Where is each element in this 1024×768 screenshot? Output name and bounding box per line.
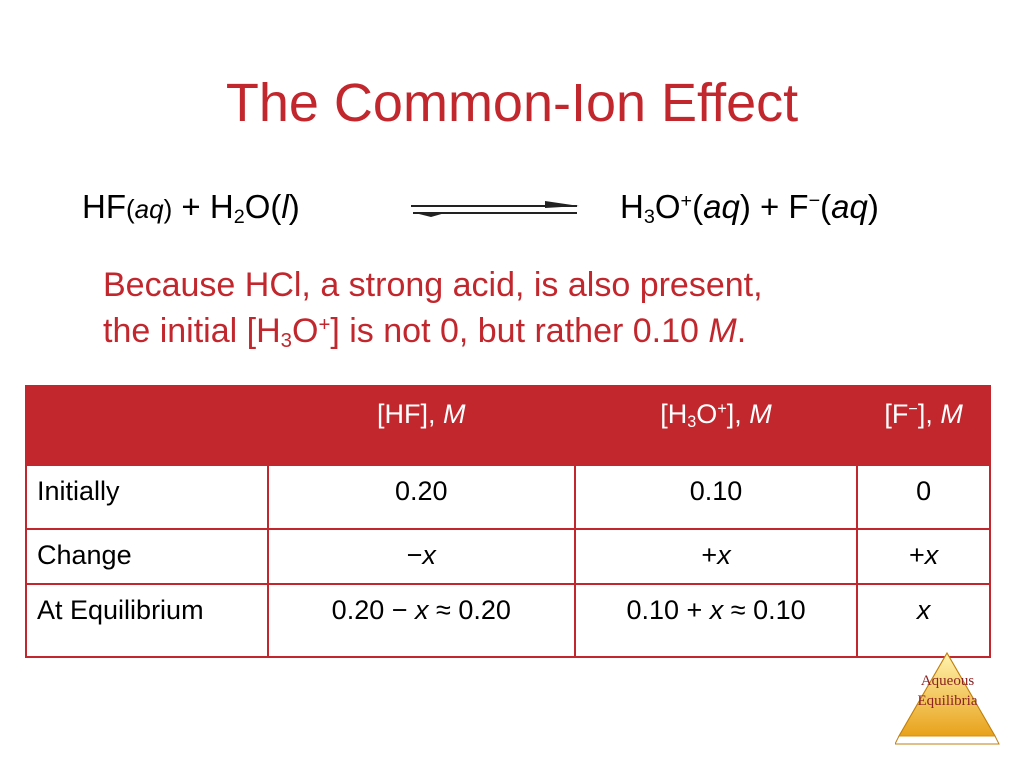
slide-title: The Common-Ion Effect [225,73,799,133]
cell: 0.10 [573,464,859,530]
text: ) [867,188,879,225]
text: aq [134,194,164,224]
text: [H [660,399,688,429]
text: ) [163,194,173,224]
text: + H [172,188,234,225]
cell: 0.20 [266,464,576,530]
header-row: [HF], M [H3O+], M [F−], M [25,385,991,466]
text: O( [244,188,282,225]
text: HF [82,188,126,225]
text: 2 [233,205,245,228]
cell: −x [266,528,576,585]
text: + [701,540,718,570]
header-cell: [HF], M [266,385,576,466]
text: [HF], [377,399,444,429]
text: x [709,595,724,625]
text: ( [820,188,832,225]
text: ] is not 0, but rather 0.10 [330,312,709,350]
text: − [908,400,918,419]
header-cell [25,385,269,466]
equilibrium-arrow [411,201,579,217]
row: Change −x +x +x [25,528,991,585]
cell: +x [856,528,991,585]
text: − [406,540,423,570]
text: O [696,399,718,429]
text: ], [917,399,941,429]
text: the initial [H [103,312,281,350]
text: ≈ 0.20 [428,595,511,625]
text: aq [831,188,868,225]
logo [895,652,1000,745]
text: aq [703,188,740,225]
products: H3O+(aq) + F−(aq) [620,188,879,229]
text: M [940,399,963,429]
text: x [924,540,939,570]
cell: 0.10 + x ≈ 0.10 [573,583,859,658]
text: 3 [280,330,292,353]
row-label: At Equilibrium [25,583,269,658]
text: ], [726,399,750,429]
row: Initially 0.20 0.10 0 [25,464,991,530]
paragraph-line: the initial [H3O+] is not 0, but rather … [103,312,746,353]
text: x [422,540,436,570]
row-label: Initially [25,464,269,530]
header-cell: [F−], M [856,385,991,466]
cell: 0.20 − x ≈ 0.20 [266,583,576,658]
text: l [281,188,289,225]
text: H [620,188,644,225]
text: ( [692,188,704,225]
text: + [318,313,331,336]
text: x [916,595,931,625]
cell: x [856,583,991,658]
text: M [708,312,737,350]
text: O [291,312,319,350]
text: − [808,190,821,213]
text: 0.20 − [331,595,415,625]
reactants: HF(aq) + H2O(l) [82,188,300,229]
text: M [443,399,466,429]
text: 0.10 + [626,595,710,625]
text: M [749,399,772,429]
text: 3 [643,205,655,228]
text: ≈ 0.10 [723,595,806,625]
logo-text: Aqueous [920,673,975,689]
row-label: Change [25,528,269,585]
text: O [654,188,681,225]
text: + [680,190,693,213]
text: ( [126,194,135,224]
cell: 0 [856,464,991,530]
text: + [908,540,925,570]
logo-text: Equilibria [917,693,978,709]
text: x [415,595,429,625]
text: . [736,312,747,350]
text: x [717,540,731,570]
text: 3 [687,413,697,432]
cell: +x [573,528,859,585]
text: + [717,400,727,419]
row: At Equilibrium 0.20 − x ≈ 0.20 0.10 + x … [25,583,991,658]
text: ) [288,188,300,225]
text: Because HCl, a strong acid, is also pres… [103,266,763,304]
text: ) + F [739,188,809,225]
ice-table: [HF], M [H3O+], M [F−], M Initially 0.20… [25,385,991,658]
header-cell: [H3O+], M [573,385,859,466]
text: [F [884,399,909,429]
paragraph-line: Because HCl, a strong acid, is also pres… [103,266,763,305]
